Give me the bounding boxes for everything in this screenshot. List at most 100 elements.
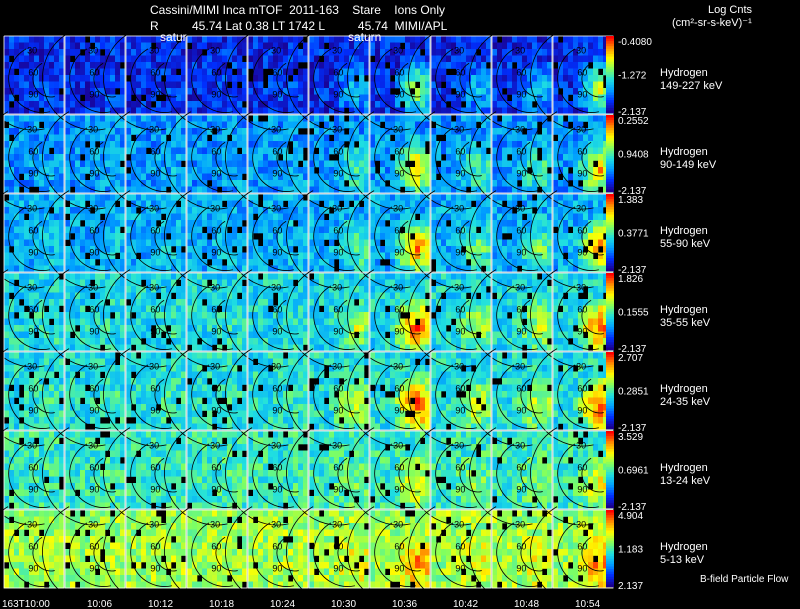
- heatmap-cell: [598, 141, 604, 148]
- heatmap-cell: [166, 55, 172, 63]
- heatmap-cell: [4, 200, 10, 208]
- heatmap-cell: [324, 62, 330, 69]
- heatmap-cell: [90, 128, 96, 135]
- heatmap-cell: [293, 233, 299, 240]
- heatmap-cell: [166, 36, 172, 43]
- heatmap-cell: [253, 259, 259, 266]
- heatmap-cell: [237, 115, 243, 122]
- heatmap-cell: [263, 344, 269, 352]
- heatmap-cell: [197, 286, 203, 293]
- heatmap-cell: [527, 55, 533, 63]
- heatmap-cell: [232, 226, 238, 234]
- heatmap-cell: [481, 121, 487, 129]
- heatmap-cell: [222, 160, 228, 168]
- heatmap-cell: [583, 141, 589, 148]
- heatmap-cell: [390, 312, 396, 319]
- heatmap-cell: [431, 239, 437, 247]
- heatmap-cell: [273, 81, 279, 89]
- heatmap-cell: [242, 286, 248, 293]
- heatmap-cell: [19, 226, 25, 234]
- heatmap-cell: [425, 265, 431, 273]
- heatmap-cell: [486, 107, 492, 115]
- heatmap-cell: [390, 239, 396, 247]
- heatmap-cell: [207, 265, 213, 273]
- heatmap-cell: [288, 68, 294, 76]
- heatmap-cell: [227, 88, 233, 95]
- heatmap-cell: [80, 200, 86, 208]
- heatmap-cell: [217, 200, 223, 208]
- heatmap-cell: [202, 200, 208, 208]
- heatmap-cell: [278, 292, 284, 300]
- heatmap-cell: [466, 88, 472, 95]
- heatmap-cell: [49, 338, 55, 345]
- heatmap-cell: [278, 186, 284, 194]
- heatmap-cell: [176, 299, 182, 306]
- heatmap-cell: [461, 107, 467, 115]
- heatmap-cell: [446, 194, 452, 201]
- heatmap-cell: [120, 233, 126, 240]
- heatmap-cell: [558, 213, 564, 221]
- heatmap-cell: [309, 49, 315, 56]
- heatmap-cell: [558, 186, 564, 194]
- heatmap-cell: [171, 160, 177, 168]
- heatmap-cell: [593, 94, 599, 102]
- heatmap-cell: [75, 292, 81, 300]
- heatmap-cell: [100, 81, 106, 89]
- heatmap-cell: [207, 207, 213, 214]
- heatmap-cell: [415, 312, 421, 319]
- heatmap-cell: [141, 265, 147, 273]
- heatmap-cell: [492, 160, 498, 168]
- heatmap-cell: [95, 252, 101, 260]
- heatmap-cell: [319, 273, 325, 280]
- heatmap-cell: [420, 194, 426, 201]
- heatmap-cell: [166, 160, 172, 168]
- heatmap-cell: [110, 344, 116, 352]
- heatmap-cell: [532, 62, 538, 69]
- heatmap-cell: [100, 292, 106, 300]
- heatmap-cell: [563, 226, 569, 234]
- heatmap-cell: [339, 344, 345, 352]
- heatmap-cell: [334, 180, 340, 187]
- heatmap-cell: [354, 173, 360, 181]
- heatmap-cell: [75, 331, 81, 339]
- heatmap-cell: [324, 167, 330, 174]
- heatmap-cell: [497, 207, 503, 214]
- heatmap-cell: [349, 233, 355, 240]
- heatmap-cell: [171, 94, 177, 102]
- heatmap-cell: [339, 167, 345, 174]
- heatmap-cell: [283, 107, 289, 115]
- heatmap-cell: [146, 338, 152, 345]
- heatmap-cell: [324, 147, 330, 155]
- heatmap-cell: [385, 186, 391, 194]
- heatmap-cell: [115, 154, 121, 161]
- heatmap-cell: [146, 213, 152, 221]
- heatmap-cell: [222, 107, 228, 115]
- heatmap-cell: [90, 312, 96, 319]
- heatmap-cell: [486, 246, 492, 253]
- heatmap-cell: [451, 213, 457, 221]
- heatmap-cell: [598, 36, 604, 43]
- heatmap-cell: [319, 252, 325, 260]
- heatmap-cell: [588, 141, 594, 148]
- heatmap-cell: [278, 167, 284, 174]
- heatmap-cell: [141, 220, 147, 227]
- heatmap-cell: [334, 173, 340, 181]
- heatmap-cell: [522, 207, 528, 214]
- heatmap-cell: [385, 121, 391, 129]
- heatmap-cell: [420, 101, 426, 108]
- heatmap-cell: [181, 265, 187, 273]
- heatmap-cell: [146, 279, 152, 287]
- heatmap-cell: [105, 101, 111, 108]
- heatmap-cell: [385, 134, 391, 142]
- heatmap-cell: [466, 101, 472, 108]
- heatmap-cell: [115, 265, 121, 273]
- heatmap-cell: [95, 246, 101, 253]
- heatmap-cell: [202, 233, 208, 240]
- heatmap-cell: [354, 318, 360, 326]
- heatmap-cell: [364, 42, 370, 50]
- heatmap-cell: [303, 173, 309, 181]
- heatmap-cell: [197, 94, 203, 102]
- heatmap-cell: [405, 305, 411, 313]
- heatmap-cell: [446, 62, 452, 69]
- heatmap-cell: [156, 62, 162, 69]
